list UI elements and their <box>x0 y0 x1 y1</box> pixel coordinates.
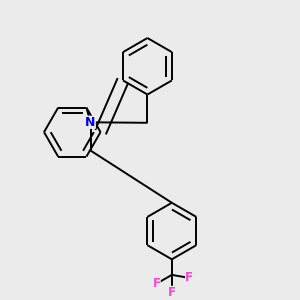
Text: F: F <box>185 272 193 284</box>
Text: F: F <box>152 277 160 290</box>
Text: N: N <box>85 116 96 129</box>
Text: F: F <box>168 286 176 299</box>
